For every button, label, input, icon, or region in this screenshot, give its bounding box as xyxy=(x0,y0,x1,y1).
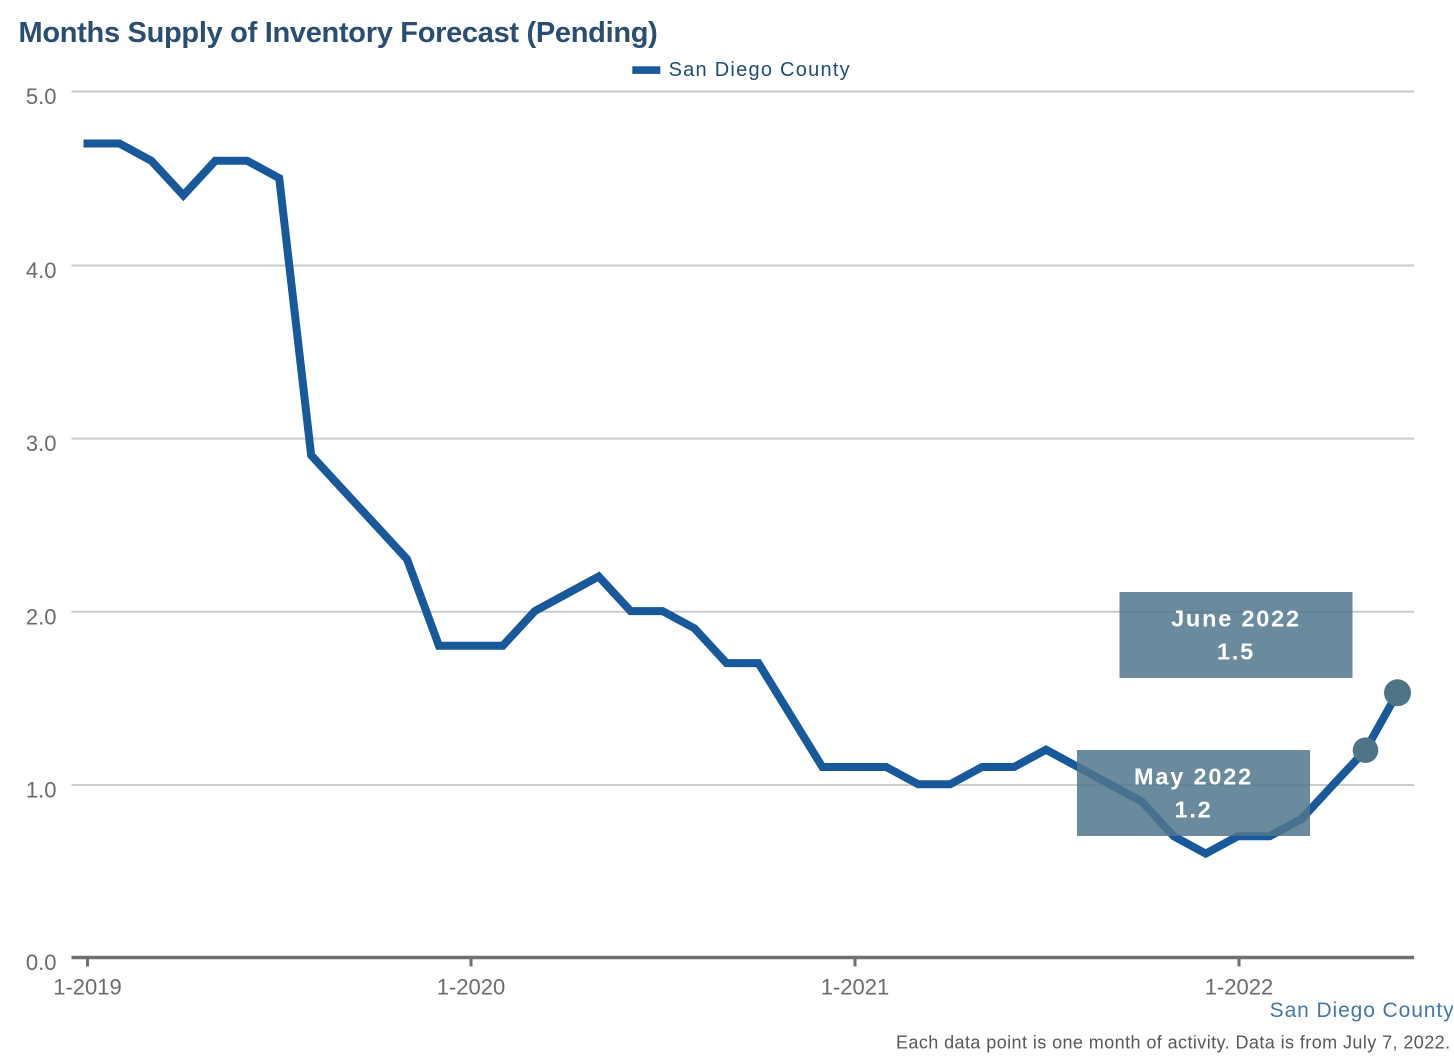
svg-text:1.0: 1.0 xyxy=(26,778,57,803)
svg-text:1-2020: 1-2020 xyxy=(437,975,506,1000)
svg-text:4.0: 4.0 xyxy=(26,258,57,283)
svg-text:1.5: 1.5 xyxy=(1217,638,1255,664)
svg-text:1-2022: 1-2022 xyxy=(1205,975,1274,1000)
svg-text:San Diego County: San Diego County xyxy=(669,59,851,81)
svg-text:San Diego County: San Diego County xyxy=(1270,999,1454,1022)
svg-text:3.0: 3.0 xyxy=(26,431,57,456)
svg-text:Each data point is one month o: Each data point is one month of activity… xyxy=(896,1033,1451,1053)
svg-text:June 2022: June 2022 xyxy=(1171,605,1301,631)
svg-text:2.0: 2.0 xyxy=(26,604,57,629)
svg-text:5.0: 5.0 xyxy=(26,84,57,109)
svg-text:Months Supply of Inventory For: Months Supply of Inventory Forecast (Pen… xyxy=(19,17,658,49)
svg-text:May 2022: May 2022 xyxy=(1134,763,1253,789)
svg-text:1.2: 1.2 xyxy=(1174,796,1212,822)
svg-text:1-2019: 1-2019 xyxy=(53,975,122,1000)
svg-text:0.0: 0.0 xyxy=(26,950,57,975)
svg-text:1-2021: 1-2021 xyxy=(821,975,890,1000)
